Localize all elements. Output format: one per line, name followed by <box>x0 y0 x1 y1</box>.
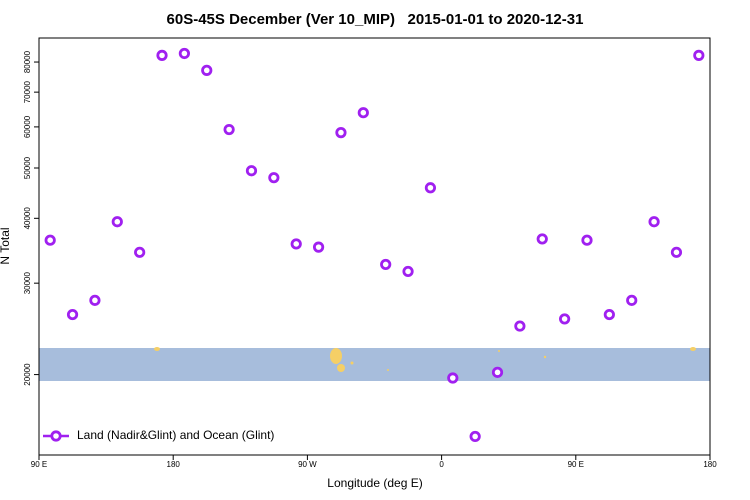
y-tick-label: 50000 <box>23 156 32 179</box>
point <box>424 182 437 194</box>
point <box>357 107 369 119</box>
x-axis-label: Longitude (deg E) <box>327 476 422 490</box>
x-tick-label: 0 <box>439 460 444 469</box>
point <box>693 49 705 61</box>
point <box>111 216 123 228</box>
point <box>156 49 168 61</box>
y-axis-label: N Total <box>0 227 12 264</box>
point <box>380 258 392 271</box>
point <box>268 172 280 184</box>
y-tick-label: 40000 <box>23 207 32 230</box>
x-tick-label: 90 E <box>31 460 47 469</box>
point <box>312 241 325 253</box>
point <box>245 165 258 177</box>
point <box>134 246 146 258</box>
point <box>178 47 190 60</box>
y-tick-label: 70000 <box>23 80 32 103</box>
x-tick-label: 180 <box>167 460 181 469</box>
plot-frame <box>38 37 711 456</box>
x-tick-label: 90 W <box>298 460 317 469</box>
y-tick-label: 80000 <box>23 50 32 73</box>
point <box>335 127 347 139</box>
point <box>201 64 213 76</box>
y-tick-label: 30000 <box>23 271 32 294</box>
legend-label: Land (Nadir&Glint) and Ocean (Glint) <box>77 428 274 442</box>
point <box>670 246 683 258</box>
land-shapes <box>154 347 696 372</box>
point <box>469 430 481 443</box>
point <box>44 234 56 246</box>
x-tick-label: 180 <box>703 460 717 469</box>
point <box>447 372 459 384</box>
point <box>514 320 526 332</box>
legend-marker <box>50 430 62 442</box>
chart-title: 60S-45S December (Ver 10_MIP) 2015-01-01… <box>167 11 584 28</box>
point <box>89 294 101 306</box>
y-tick-label: 60000 <box>23 115 32 138</box>
point <box>290 238 302 250</box>
point <box>491 366 504 378</box>
point <box>626 294 638 306</box>
point <box>648 216 660 228</box>
point <box>66 308 79 321</box>
point <box>559 313 571 325</box>
point <box>581 234 593 246</box>
point <box>603 308 615 321</box>
y-tick-label: 20000 <box>23 363 32 386</box>
map-strip <box>39 348 710 381</box>
point <box>223 123 235 136</box>
point <box>402 265 414 278</box>
x-tick-label: 90 E <box>568 460 584 469</box>
point <box>536 233 548 245</box>
